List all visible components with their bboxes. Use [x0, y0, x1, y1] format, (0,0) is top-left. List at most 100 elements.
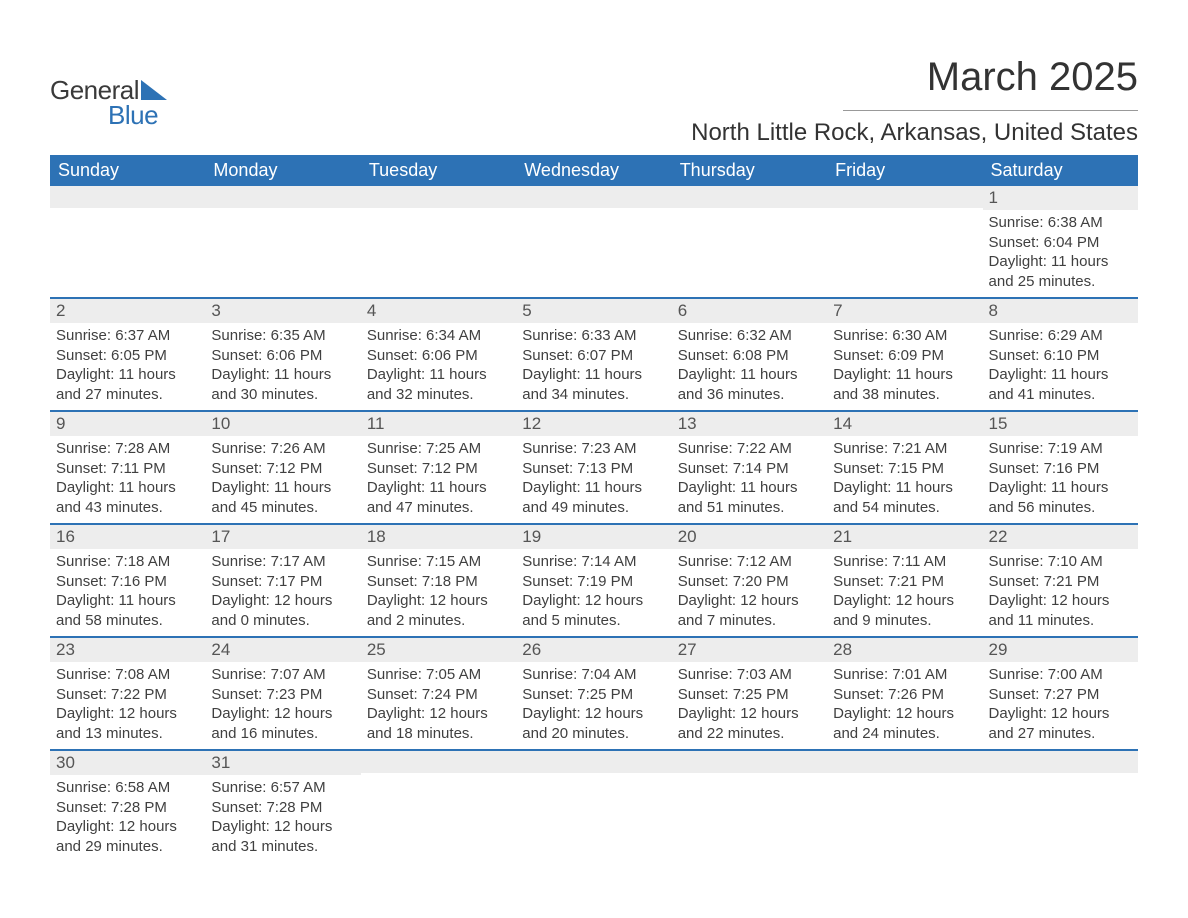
day-cell: 31Sunrise: 6:57 AMSunset: 7:28 PMDayligh…: [205, 750, 360, 862]
daylight-text: Daylight: 11 hours and 54 minutes.: [833, 478, 976, 517]
day-body: [361, 773, 516, 782]
daylight-text: Daylight: 11 hours and 58 minutes.: [56, 591, 199, 630]
daylight-text: Daylight: 11 hours and 27 minutes.: [56, 365, 199, 404]
day-number: 1: [983, 186, 1138, 210]
sunrise-text: Sunrise: 7:18 AM: [56, 552, 199, 572]
sunrise-text: Sunrise: 7:15 AM: [367, 552, 510, 572]
sunset-text: Sunset: 7:21 PM: [833, 572, 976, 592]
sunrise-text: Sunrise: 6:35 AM: [211, 326, 354, 346]
daylight-text: Daylight: 12 hours and 31 minutes.: [211, 817, 354, 856]
sunrise-text: Sunrise: 6:32 AM: [678, 326, 821, 346]
day-body: Sunrise: 7:19 AMSunset: 7:16 PMDaylight:…: [983, 436, 1138, 523]
week-row: 2Sunrise: 6:37 AMSunset: 6:05 PMDaylight…: [50, 298, 1138, 411]
day-body: Sunrise: 6:35 AMSunset: 6:06 PMDaylight:…: [205, 323, 360, 410]
day-body: Sunrise: 7:04 AMSunset: 7:25 PMDaylight:…: [516, 662, 671, 749]
daylight-text: Daylight: 12 hours and 2 minutes.: [367, 591, 510, 630]
sunset-text: Sunset: 6:04 PM: [989, 233, 1132, 253]
sunrise-text: Sunrise: 7:26 AM: [211, 439, 354, 459]
daylight-text: Daylight: 11 hours and 30 minutes.: [211, 365, 354, 404]
daylight-text: Daylight: 11 hours and 56 minutes.: [989, 478, 1132, 517]
day-number: 20: [672, 525, 827, 549]
day-body: Sunrise: 7:08 AMSunset: 7:22 PMDaylight:…: [50, 662, 205, 749]
day-cell: [672, 750, 827, 862]
day-number: 8: [983, 299, 1138, 323]
day-cell: 25Sunrise: 7:05 AMSunset: 7:24 PMDayligh…: [361, 637, 516, 750]
sunrise-text: Sunrise: 6:30 AM: [833, 326, 976, 346]
day-number: [672, 186, 827, 208]
daylight-text: Daylight: 12 hours and 7 minutes.: [678, 591, 821, 630]
sunset-text: Sunset: 6:10 PM: [989, 346, 1132, 366]
day-number: 11: [361, 412, 516, 436]
day-body: Sunrise: 7:26 AMSunset: 7:12 PMDaylight:…: [205, 436, 360, 523]
day-cell: 30Sunrise: 6:58 AMSunset: 7:28 PMDayligh…: [50, 750, 205, 862]
day-body: Sunrise: 7:17 AMSunset: 7:17 PMDaylight:…: [205, 549, 360, 636]
day-cell: 26Sunrise: 7:04 AMSunset: 7:25 PMDayligh…: [516, 637, 671, 750]
day-number: [361, 751, 516, 773]
calendar-body: 1Sunrise: 6:38 AMSunset: 6:04 PMDaylight…: [50, 186, 1138, 862]
daylight-text: Daylight: 11 hours and 45 minutes.: [211, 478, 354, 517]
col-tuesday: Tuesday: [361, 155, 516, 186]
day-body: Sunrise: 7:05 AMSunset: 7:24 PMDaylight:…: [361, 662, 516, 749]
day-body: [516, 773, 671, 782]
sunset-text: Sunset: 7:24 PM: [367, 685, 510, 705]
day-body: Sunrise: 6:30 AMSunset: 6:09 PMDaylight:…: [827, 323, 982, 410]
sunset-text: Sunset: 7:11 PM: [56, 459, 199, 479]
week-row: 30Sunrise: 6:58 AMSunset: 7:28 PMDayligh…: [50, 750, 1138, 862]
daylight-text: Daylight: 11 hours and 41 minutes.: [989, 365, 1132, 404]
daylight-text: Daylight: 12 hours and 16 minutes.: [211, 704, 354, 743]
day-cell: 13Sunrise: 7:22 AMSunset: 7:14 PMDayligh…: [672, 411, 827, 524]
sunset-text: Sunset: 7:12 PM: [367, 459, 510, 479]
sunrise-text: Sunrise: 6:34 AM: [367, 326, 510, 346]
day-number: 10: [205, 412, 360, 436]
title-rule: [843, 110, 1138, 111]
daylight-text: Daylight: 12 hours and 13 minutes.: [56, 704, 199, 743]
day-body: [827, 773, 982, 782]
sunset-text: Sunset: 6:08 PM: [678, 346, 821, 366]
sunrise-text: Sunrise: 7:01 AM: [833, 665, 976, 685]
sunset-text: Sunset: 7:23 PM: [211, 685, 354, 705]
day-body: Sunrise: 7:12 AMSunset: 7:20 PMDaylight:…: [672, 549, 827, 636]
sunset-text: Sunset: 7:25 PM: [678, 685, 821, 705]
day-body: [983, 773, 1138, 782]
day-cell: [205, 186, 360, 298]
daylight-text: Daylight: 11 hours and 36 minutes.: [678, 365, 821, 404]
sunrise-text: Sunrise: 7:07 AM: [211, 665, 354, 685]
daylight-text: Daylight: 12 hours and 18 minutes.: [367, 704, 510, 743]
day-number: [672, 751, 827, 773]
calendar-table: Sunday Monday Tuesday Wednesday Thursday…: [50, 155, 1138, 862]
sunset-text: Sunset: 7:27 PM: [989, 685, 1132, 705]
day-cell: [361, 186, 516, 298]
day-cell: [50, 186, 205, 298]
day-body: Sunrise: 6:32 AMSunset: 6:08 PMDaylight:…: [672, 323, 827, 410]
day-body: Sunrise: 7:10 AMSunset: 7:21 PMDaylight:…: [983, 549, 1138, 636]
day-number: 9: [50, 412, 205, 436]
sunset-text: Sunset: 7:26 PM: [833, 685, 976, 705]
day-body: Sunrise: 6:29 AMSunset: 6:10 PMDaylight:…: [983, 323, 1138, 410]
day-number: 23: [50, 638, 205, 662]
week-row: 23Sunrise: 7:08 AMSunset: 7:22 PMDayligh…: [50, 637, 1138, 750]
day-number: 22: [983, 525, 1138, 549]
day-number: 14: [827, 412, 982, 436]
sunrise-text: Sunrise: 7:21 AM: [833, 439, 976, 459]
day-number: 16: [50, 525, 205, 549]
day-number: 13: [672, 412, 827, 436]
page-header: General Blue March 2025 North Little Roc…: [50, 55, 1138, 147]
sunset-text: Sunset: 6:06 PM: [367, 346, 510, 366]
day-body: Sunrise: 7:01 AMSunset: 7:26 PMDaylight:…: [827, 662, 982, 749]
day-cell: 23Sunrise: 7:08 AMSunset: 7:22 PMDayligh…: [50, 637, 205, 750]
daylight-text: Daylight: 12 hours and 27 minutes.: [989, 704, 1132, 743]
day-cell: 9Sunrise: 7:28 AMSunset: 7:11 PMDaylight…: [50, 411, 205, 524]
day-cell: 15Sunrise: 7:19 AMSunset: 7:16 PMDayligh…: [983, 411, 1138, 524]
daylight-text: Daylight: 11 hours and 43 minutes.: [56, 478, 199, 517]
day-cell: 1Sunrise: 6:38 AMSunset: 6:04 PMDaylight…: [983, 186, 1138, 298]
daylight-text: Daylight: 11 hours and 38 minutes.: [833, 365, 976, 404]
sunrise-text: Sunrise: 6:29 AM: [989, 326, 1132, 346]
day-cell: 17Sunrise: 7:17 AMSunset: 7:17 PMDayligh…: [205, 524, 360, 637]
day-body: [516, 208, 671, 217]
day-number: [827, 751, 982, 773]
day-body: Sunrise: 6:33 AMSunset: 6:07 PMDaylight:…: [516, 323, 671, 410]
sunrise-text: Sunrise: 7:05 AM: [367, 665, 510, 685]
sunset-text: Sunset: 7:17 PM: [211, 572, 354, 592]
day-number: [827, 186, 982, 208]
sunset-text: Sunset: 6:06 PM: [211, 346, 354, 366]
